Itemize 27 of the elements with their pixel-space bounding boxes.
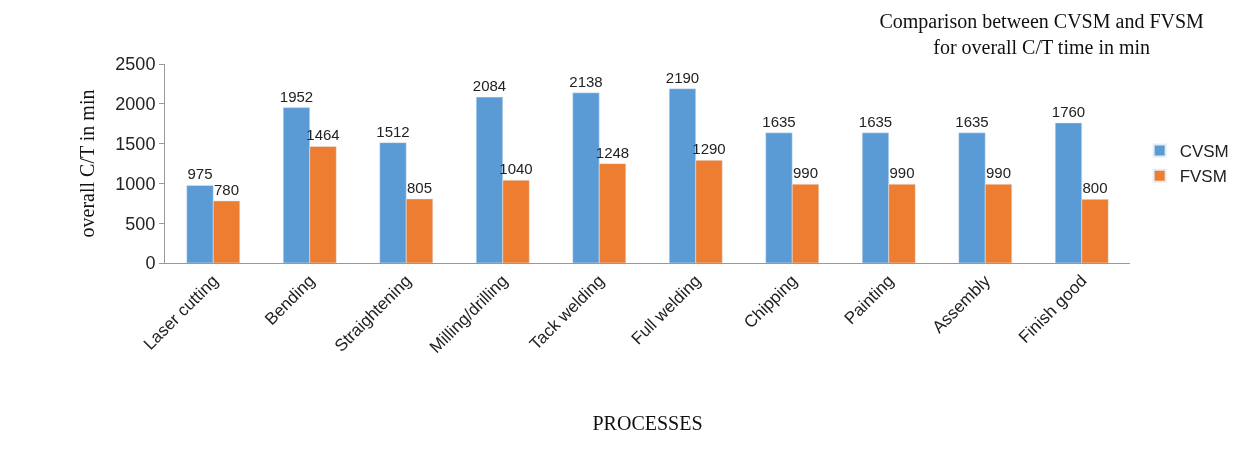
y-tick-label: 1500 xyxy=(115,133,156,154)
y-tick-label: 2500 xyxy=(115,54,156,75)
data-label: 780 xyxy=(214,180,240,198)
y-tick-label: 500 xyxy=(125,213,156,234)
y-tick-label: 1000 xyxy=(115,173,156,194)
legend-label: CVSM xyxy=(1179,142,1229,162)
data-label: 990 xyxy=(793,164,819,182)
data-label: 1952 xyxy=(279,87,314,105)
y-tick-label: 2000 xyxy=(115,94,156,115)
data-label: 1760 xyxy=(1051,102,1086,120)
y-axis-title: overall C/T in min xyxy=(75,89,98,238)
data-label: 2190 xyxy=(665,68,700,86)
data-label: 990 xyxy=(889,164,915,182)
y-tick-label: 0 xyxy=(145,253,156,274)
data-label: 1635 xyxy=(762,112,796,130)
data-label: 805 xyxy=(407,178,433,196)
data-label: 2138 xyxy=(569,72,603,90)
data-label: 975 xyxy=(187,165,213,183)
data-label: 990 xyxy=(986,164,1012,182)
data-label: 1635 xyxy=(955,112,989,130)
data-label: 2084 xyxy=(472,77,507,95)
chart-title: Comparison between CVSM and FVSM for overall C/T time in min xyxy=(879,10,1205,59)
legend-label: FVSM xyxy=(1179,167,1227,187)
x-axis-title: PROCESSES xyxy=(592,412,703,435)
data-label: 1635 xyxy=(858,112,893,130)
data-label: 800 xyxy=(1082,179,1108,197)
data-label: 1512 xyxy=(376,122,410,140)
